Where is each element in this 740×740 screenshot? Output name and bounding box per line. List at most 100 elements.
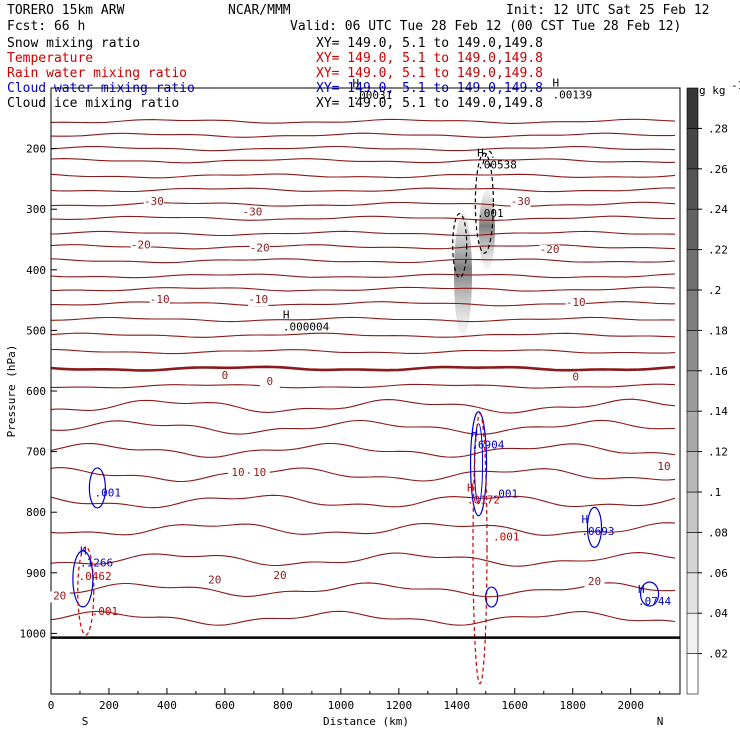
colorbar-tick-label: .04 (708, 607, 728, 620)
maximum-value-label: .000004 (283, 320, 330, 333)
label-mask (130, 240, 151, 252)
label-mask (510, 196, 531, 208)
field-name: Rain water mixing ratio (7, 66, 187, 81)
cloud-water-contour (639, 581, 660, 607)
maximum-value-label: .00031 (352, 89, 392, 102)
colorbar-swatch (686, 572, 699, 614)
colorbar-tick-label: .14 (708, 405, 728, 418)
colorbar-swatch (686, 451, 699, 493)
isotherm-label: 20 (53, 589, 66, 602)
label-mask (565, 298, 586, 310)
cloud-water-contour (484, 586, 499, 608)
maximum-value-label: .001 (493, 531, 520, 544)
x-tick-label: 0 (48, 699, 55, 712)
label-mask (249, 467, 270, 479)
endpoint-south: S (82, 715, 89, 728)
colorbar-swatch (686, 168, 699, 210)
x-tick-label: 400 (157, 699, 177, 712)
maximum-value-label: .00139 (552, 88, 592, 101)
maximum-value-label: .0462 (79, 570, 112, 583)
isotherm-line (51, 244, 676, 250)
isotherm-label: -30 (144, 195, 164, 208)
isotherm-line (51, 230, 676, 237)
rain-contour (472, 412, 488, 685)
ice-contour (452, 212, 468, 279)
label-mask (269, 570, 290, 582)
isotherm-label: 20 (588, 575, 601, 588)
isotherm-label: -30 (243, 205, 263, 218)
isotherm-line (51, 158, 676, 164)
y-tick-label: 700 (26, 446, 46, 459)
isotherm-line (51, 383, 676, 389)
isotherm-label: 0 (572, 371, 579, 384)
cloud-water-contour (469, 411, 488, 517)
isotherm-line (51, 173, 676, 179)
x-axis-title: Distance (km) (323, 715, 409, 728)
colorbar-tick-label: .02 (708, 648, 728, 661)
isotherm-label: -20 (540, 243, 560, 256)
isotherm-line (51, 419, 675, 435)
maximum-marker: H (477, 147, 484, 160)
isotherm-label: -10 (150, 293, 170, 306)
isotherm-label: 20 (208, 574, 221, 587)
isotherm-line (51, 215, 675, 221)
colorbar-swatch (686, 410, 699, 452)
snow-contour (482, 150, 494, 164)
x-tick-label: 600 (215, 699, 235, 712)
isotherm-label: 0 (222, 369, 229, 382)
maximum-value-label: .00538 (477, 159, 517, 172)
x-tick-label: 2000 (617, 699, 644, 712)
colorbar-tick-label: .16 (708, 365, 728, 378)
maximum-marker: H (638, 583, 645, 596)
label-mask (539, 244, 560, 256)
isotherm-label: 10 (231, 466, 244, 479)
maximum-marker: H (352, 77, 359, 90)
cloud-water-contour (474, 423, 484, 505)
isotherm-line (51, 494, 676, 509)
colorbar-tick-label: .26 (708, 163, 728, 176)
colorbar-unit-exponent: -1 (731, 79, 740, 92)
y-tick-label: 600 (26, 385, 46, 398)
isotherm-label: -20 (250, 242, 270, 255)
colorbar-tick-label: .08 (708, 526, 728, 539)
isotherm-line (51, 610, 676, 626)
rain-contour (77, 546, 95, 636)
maximum-value-label: .0693 (581, 525, 614, 538)
label-mask (654, 461, 675, 473)
endpoint-north: N (657, 715, 664, 728)
colorbar-tick-label: .1 (708, 486, 721, 499)
isotherm-label: 0 (267, 375, 274, 388)
x-tick-label: 800 (273, 699, 293, 712)
cloud-water-contour (586, 506, 603, 548)
isotherm-line (51, 582, 676, 598)
label-mask (204, 575, 225, 587)
maximum-marker: H (283, 308, 290, 321)
init-label: Init: 12 UTC Sat 25 Feb 12 (506, 3, 710, 18)
isotherm-line (51, 398, 676, 414)
field-coords: XY= 149.0, 5.1 to 149.0,149.8 (316, 66, 543, 81)
colorbar-swatch (686, 289, 699, 331)
snow-contour (474, 152, 494, 254)
isotherm-line (51, 132, 676, 138)
isotherm-label: 20 (273, 569, 286, 582)
label-mask (249, 243, 270, 255)
ice-shading-upper (479, 190, 495, 270)
isotherm-line (51, 442, 676, 458)
colorbar-swatch (686, 249, 699, 291)
y-axis-title: Pressure (hPa) (5, 345, 18, 438)
colorbar-swatch (686, 653, 699, 695)
field-list: Snow mixing ratio XY= 149.0, 5.1 to 149.0… (7, 36, 543, 111)
isotherm-line (51, 552, 676, 567)
plot-area: -30 -30 -30 -20 -20 -20 -10 -10 -10 0 0 0 10 10 10 20 20… (20, 76, 681, 712)
colorbar-tick-label: .18 (708, 324, 728, 337)
isotherm-line (51, 273, 676, 279)
x-tick-label: 1800 (560, 699, 587, 712)
maximum-marker: H (552, 76, 559, 89)
field-coords: XY= 149.0, 5.1 to 149.0,149.8 (316, 96, 543, 111)
y-tick-label: 1000 (20, 627, 47, 640)
isotherm-label: -10 (248, 293, 268, 306)
colorbar-swatch (686, 330, 699, 372)
colorbar-swatch (686, 370, 699, 412)
maximum-value-label: .001 (92, 605, 119, 618)
colorbar-unit: g kg (699, 84, 726, 97)
